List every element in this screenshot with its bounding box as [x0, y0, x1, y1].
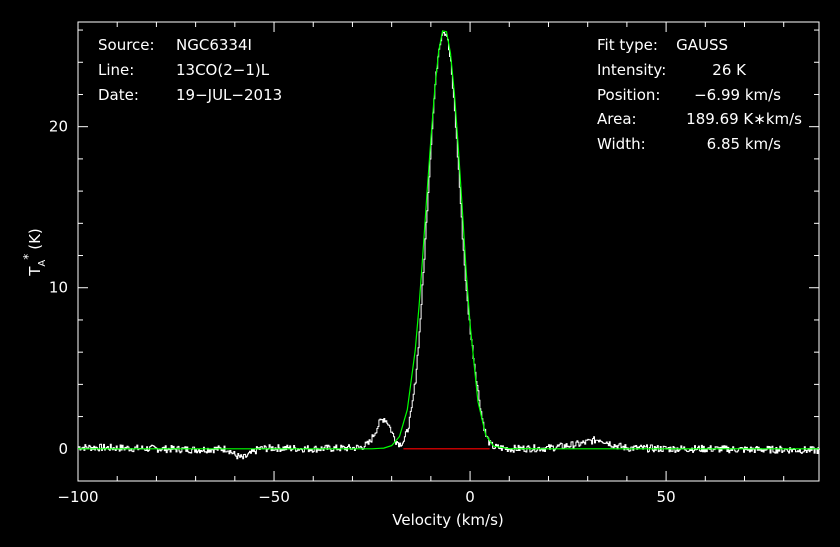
date-value: 19−JUL−2013	[176, 86, 282, 104]
x-axis-tick-labels: −100 −50 0 50	[57, 488, 675, 506]
x-tick-label: 0	[465, 488, 475, 506]
gaussian-fit-line	[78, 30, 819, 450]
area-key: Area:	[597, 110, 637, 128]
x-tick-label: −50	[258, 488, 290, 506]
y-axis-label-sub: A	[37, 260, 48, 267]
y-axis-tick-labels: 0 10 20	[49, 118, 68, 458]
area-value: 189.69 K∗km/s	[686, 110, 802, 128]
x-tick-label: −100	[57, 488, 98, 506]
intensity-key: Intensity:	[597, 61, 666, 79]
y-tick-label: 20	[49, 118, 68, 136]
x-tick-label: 50	[657, 488, 676, 506]
line-key: Line:	[98, 61, 134, 79]
y-tick-label: 0	[58, 440, 68, 458]
line-value: 13CO(2−1)L	[176, 61, 270, 79]
fit-type-value: GAUSS	[676, 36, 728, 54]
series-group	[78, 30, 820, 460]
y-axis-label-unit: (K)	[26, 228, 44, 250]
annotation-right: Fit type: GAUSS Intensity: 26 K Position…	[597, 36, 802, 153]
y-axis-label-sup: *	[21, 254, 35, 260]
date-key: Date:	[98, 86, 139, 104]
intensity-value: 26 K	[712, 61, 747, 79]
source-value: NGC6334I	[176, 36, 252, 54]
width-key: Width:	[597, 135, 646, 153]
y-axis-label-main: T	[26, 266, 44, 277]
y-tick-label: 10	[49, 279, 68, 297]
source-key: Source:	[98, 36, 155, 54]
x-axis-ticks	[77, 22, 785, 481]
y-axis-label-text: TA* (K)	[21, 228, 48, 277]
width-value: 6.85 km/s	[707, 135, 782, 153]
annotation-left: Source: NGC6334I Line: 13CO(2−1)L Date: …	[98, 36, 282, 104]
position-value: −6.99 km/s	[694, 86, 781, 104]
x-axis-label: Velocity (km/s)	[392, 511, 503, 529]
position-key: Position:	[597, 86, 660, 104]
y-axis-label: TA* (K)	[21, 228, 48, 277]
fit-type-key: Fit type:	[597, 36, 658, 54]
plot-frame	[77, 21, 820, 482]
